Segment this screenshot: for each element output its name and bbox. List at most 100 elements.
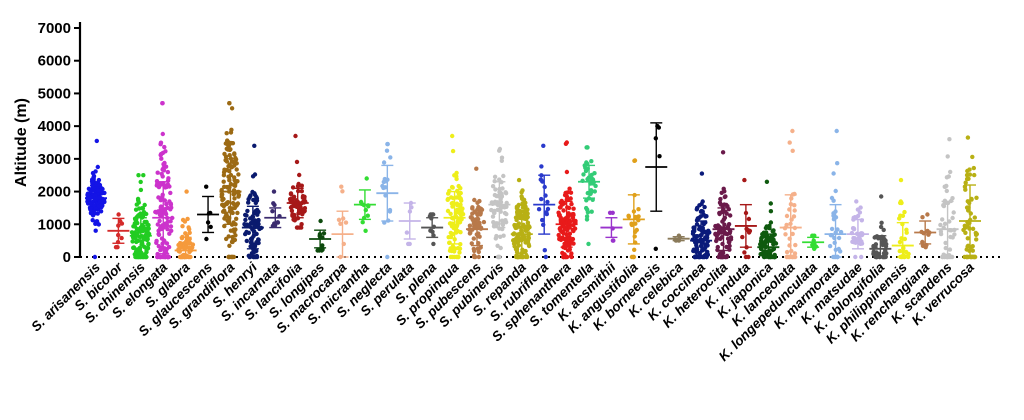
data-point	[742, 250, 747, 255]
data-point	[321, 231, 327, 236]
data-point	[232, 183, 238, 188]
error-bar	[533, 174, 556, 235]
error-bar	[309, 229, 332, 249]
data-point	[134, 219, 139, 224]
error-bar	[331, 210, 354, 258]
data-point	[571, 206, 576, 211]
data-point	[135, 196, 141, 202]
data-point	[718, 196, 723, 202]
data-point	[320, 243, 325, 248]
data-point	[854, 199, 859, 204]
data-point	[450, 133, 455, 139]
data-point	[562, 241, 567, 246]
data-point	[252, 172, 258, 177]
series-s-repanda	[511, 177, 532, 260]
y-tick-label: 0	[63, 249, 71, 266]
data-point	[407, 241, 412, 247]
data-point	[746, 230, 752, 235]
data-point	[697, 203, 702, 208]
data-point	[222, 151, 227, 157]
data-point	[141, 210, 147, 215]
error-bar	[555, 200, 578, 248]
data-point	[694, 218, 700, 223]
series-s-chinensis	[129, 173, 152, 260]
data-point	[972, 172, 977, 178]
data-point	[516, 177, 522, 183]
data-point	[714, 237, 720, 242]
data-point	[871, 251, 876, 257]
data-point	[561, 208, 566, 213]
data-point	[224, 200, 230, 205]
data-point	[544, 211, 549, 217]
data-point	[832, 240, 837, 245]
data-point	[343, 220, 349, 225]
error-bar	[85, 184, 107, 212]
data-point	[772, 254, 778, 260]
error-bar	[734, 203, 757, 248]
data-point	[904, 230, 909, 235]
data-point	[718, 202, 724, 207]
data-point	[724, 211, 729, 216]
data-point	[381, 160, 387, 165]
data-point	[380, 183, 385, 189]
data-point	[96, 222, 102, 227]
data-point	[119, 221, 125, 226]
data-point	[204, 236, 209, 242]
y-axis-title: Altitude (m)	[13, 98, 30, 187]
series-s-arisanensis	[85, 138, 107, 260]
data-point	[499, 194, 505, 199]
data-point	[182, 219, 188, 224]
data-point	[231, 227, 237, 232]
error-bar	[712, 207, 735, 252]
data-point	[134, 202, 139, 207]
data-point	[514, 225, 520, 230]
data-point	[963, 180, 968, 185]
error-bar	[824, 203, 847, 258]
data-point	[160, 101, 165, 106]
data-point	[93, 228, 98, 233]
data-point	[235, 210, 240, 216]
y-tick-label: 5000	[38, 85, 71, 102]
data-point	[227, 101, 232, 106]
data-point	[504, 211, 509, 217]
data-point	[163, 149, 168, 154]
data-point	[942, 221, 948, 226]
y-tick-label: 7000	[38, 20, 71, 37]
data-point	[490, 184, 496, 189]
data-point	[119, 235, 124, 241]
data-point	[726, 240, 732, 245]
error-bar	[443, 190, 466, 245]
error-bar	[667, 236, 690, 242]
data-point	[835, 227, 840, 232]
data-point	[452, 254, 457, 260]
error-bar	[488, 181, 511, 229]
data-point	[523, 248, 528, 254]
data-point	[833, 188, 838, 194]
data-point	[827, 243, 833, 249]
data-point	[589, 172, 594, 178]
data-point	[292, 212, 297, 218]
data-point	[221, 179, 226, 184]
data-point	[834, 128, 839, 134]
data-point	[85, 192, 90, 198]
data-point	[244, 238, 249, 244]
data-point	[938, 231, 944, 237]
data-point	[115, 245, 120, 250]
data-point	[565, 248, 571, 253]
data-point	[694, 245, 699, 250]
data-point	[299, 189, 304, 194]
data-point	[768, 220, 774, 225]
data-point	[445, 197, 450, 202]
error-bar	[846, 218, 869, 250]
data-point	[168, 224, 174, 229]
data-point	[221, 209, 226, 214]
data-point	[492, 192, 498, 198]
data-point	[526, 243, 532, 249]
data-point	[523, 224, 528, 230]
data-point	[879, 194, 884, 199]
data-point	[450, 185, 455, 190]
data-point	[727, 247, 732, 252]
data-point	[974, 237, 979, 242]
data-point	[920, 243, 926, 248]
data-point	[831, 211, 836, 216]
